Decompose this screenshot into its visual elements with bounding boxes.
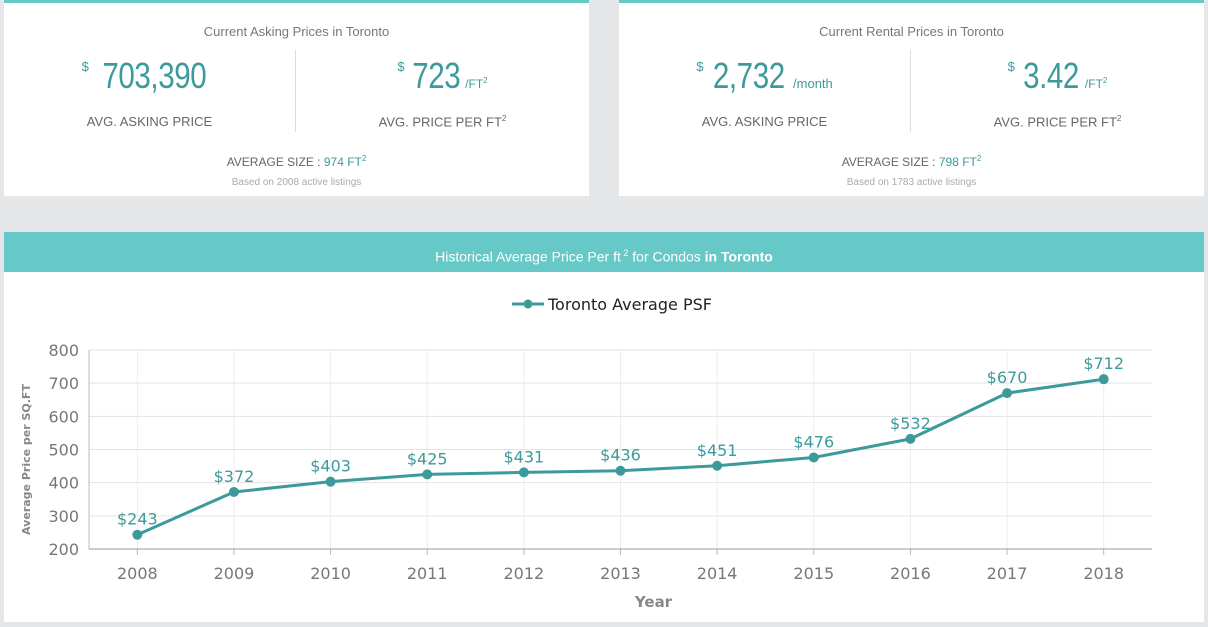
rental-avg-size: AVERAGE SIZE : 798 FT2	[841, 154, 982, 169]
asking-avg-price: $703,390	[4, 55, 295, 97]
asking-based-on: Based on 2008 active listings	[231, 177, 362, 188]
data-point	[325, 476, 336, 487]
asking-avg-size-value: 974 FT	[323, 155, 362, 169]
asking-price-per-ft: $723/FT2	[296, 55, 589, 97]
asking-avg-price-value: 703,390	[102, 55, 207, 96]
card-divider	[910, 50, 911, 132]
data-label: $532	[890, 414, 931, 433]
data-label: $243	[117, 510, 158, 529]
x-tick-label: 2009	[214, 564, 255, 583]
data-label: $712	[1083, 354, 1124, 373]
currency-symbol: $	[696, 59, 704, 74]
data-point	[132, 529, 143, 540]
history-chart-panel: Historical Average Price Per ft 2 for Co…	[4, 232, 1204, 622]
x-tick-label: 2015	[793, 564, 834, 583]
card-divider	[295, 50, 296, 132]
data-label: $425	[407, 449, 448, 468]
x-tick-label: 2013	[600, 564, 641, 583]
data-point	[518, 467, 529, 478]
asking-price-per-ft-label: AVG. PRICE PER FT2	[378, 114, 507, 130]
data-point	[808, 452, 819, 463]
currency-symbol: $	[397, 59, 405, 74]
legend-marker	[523, 299, 533, 309]
asking-prices-card: Current Asking Prices in Toronto $703,39…	[4, 0, 589, 196]
data-point	[1002, 388, 1013, 399]
x-tick-label: 2008	[117, 564, 158, 583]
asking-avg-size: AVERAGE SIZE : 974 FT2	[226, 154, 367, 169]
asking-avg-price-label: AVG. ASKING PRICE	[86, 114, 213, 129]
rental-card-title: Current Rental Prices in Toronto	[819, 24, 1004, 39]
rental-prices-card: Current Rental Prices in Toronto $2,732/…	[619, 0, 1204, 196]
y-tick-label: 500	[48, 441, 79, 460]
rental-price-per-ft: $3.42/FT2	[911, 55, 1204, 97]
chart-header-city: in Toronto	[704, 248, 773, 265]
x-tick-label: 2010	[310, 564, 351, 583]
data-point	[905, 433, 916, 444]
y-tick-label: 300	[48, 507, 79, 526]
currency-symbol: $	[81, 59, 89, 74]
data-point	[712, 460, 723, 471]
unit-label: /FT2	[1084, 76, 1108, 91]
rental-based-on: Based on 1783 active listings	[846, 177, 977, 188]
data-label: $403	[310, 457, 351, 476]
data-label: $451	[697, 441, 738, 460]
chart-header: Historical Average Price Per ft 2 for Co…	[4, 232, 1204, 272]
data-point	[615, 465, 626, 476]
line-chart: 200 300 400 500 600 700 800 2008 2009 2010 2011 201…	[20, 295, 1152, 611]
data-label: $436	[600, 446, 641, 465]
rental-price-per-ft-value: 3.42	[1022, 55, 1079, 96]
x-tick-label: 2014	[697, 564, 738, 583]
x-axis-title: Year	[634, 593, 673, 611]
x-tick-label: 2017	[987, 564, 1028, 583]
rental-avg-price: $2,732/month	[619, 55, 910, 97]
y-tick-label: 200	[48, 540, 79, 559]
rental-avg-size-value: 798 FT	[938, 155, 977, 169]
y-tick-label: 800	[48, 341, 79, 360]
unit-label: /month	[793, 76, 833, 91]
x-tick-label: 2018	[1083, 564, 1124, 583]
data-point	[1098, 374, 1109, 385]
currency-symbol: $	[1007, 59, 1015, 74]
asking-price-per-ft-value: 723	[411, 55, 460, 96]
data-point	[422, 469, 433, 480]
y-tick-label: 600	[48, 407, 79, 426]
x-tick-label: 2011	[407, 564, 448, 583]
rental-avg-price-label: AVG. ASKING PRICE	[701, 114, 828, 129]
x-tick-label: 2016	[890, 564, 931, 583]
data-label: $670	[987, 368, 1028, 387]
asking-card-title: Current Asking Prices in Toronto	[203, 24, 390, 39]
data-label: $372	[214, 467, 255, 486]
y-tick-label: 700	[48, 374, 79, 393]
data-point	[228, 486, 239, 497]
unit-label: /FT2	[465, 76, 488, 91]
data-label: $476	[793, 432, 834, 451]
data-label: $431	[504, 447, 545, 466]
y-tick-label: 400	[48, 474, 79, 493]
legend-label: Toronto Average PSF	[547, 295, 712, 314]
x-tick-label: 2012	[504, 564, 545, 583]
rental-avg-price-value: 2,732	[713, 55, 786, 96]
y-axis-title: Average Price per SQ.FT	[20, 384, 33, 535]
rental-price-per-ft-label: AVG. PRICE PER FT2	[993, 114, 1122, 130]
